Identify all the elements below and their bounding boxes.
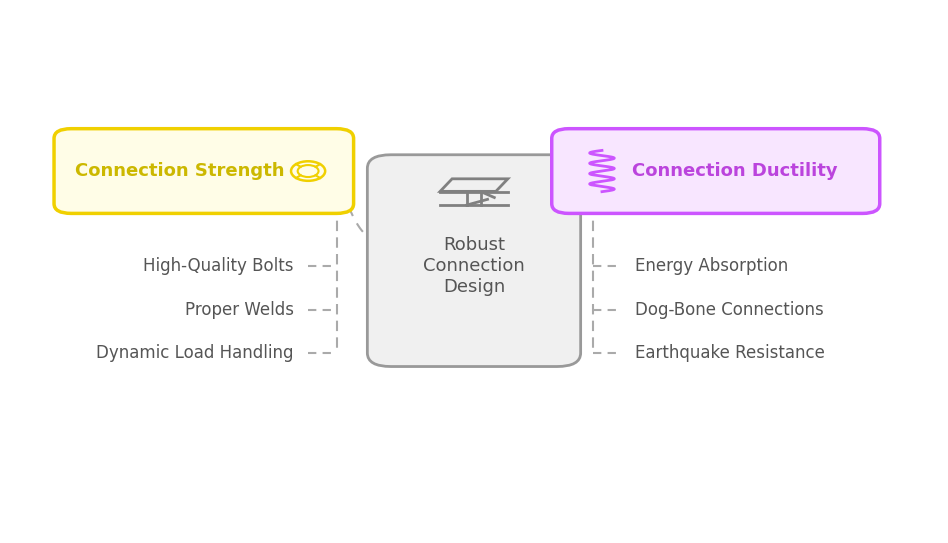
FancyBboxPatch shape — [54, 129, 354, 213]
Text: High-Quality Bolts: High-Quality Bolts — [143, 257, 294, 275]
Text: Connection Ductility: Connection Ductility — [632, 162, 837, 180]
Text: Proper Welds: Proper Welds — [185, 300, 294, 319]
Text: Robust
Connection
Design: Robust Connection Design — [423, 236, 525, 296]
Text: Dog-Bone Connections: Dog-Bone Connections — [635, 300, 824, 319]
Text: Connection Strength: Connection Strength — [76, 162, 284, 180]
FancyBboxPatch shape — [367, 155, 580, 367]
FancyBboxPatch shape — [552, 129, 880, 213]
Text: Energy Absorption: Energy Absorption — [635, 257, 789, 275]
Text: Earthquake Resistance: Earthquake Resistance — [635, 344, 825, 362]
Text: Dynamic Load Handling: Dynamic Load Handling — [97, 344, 294, 362]
